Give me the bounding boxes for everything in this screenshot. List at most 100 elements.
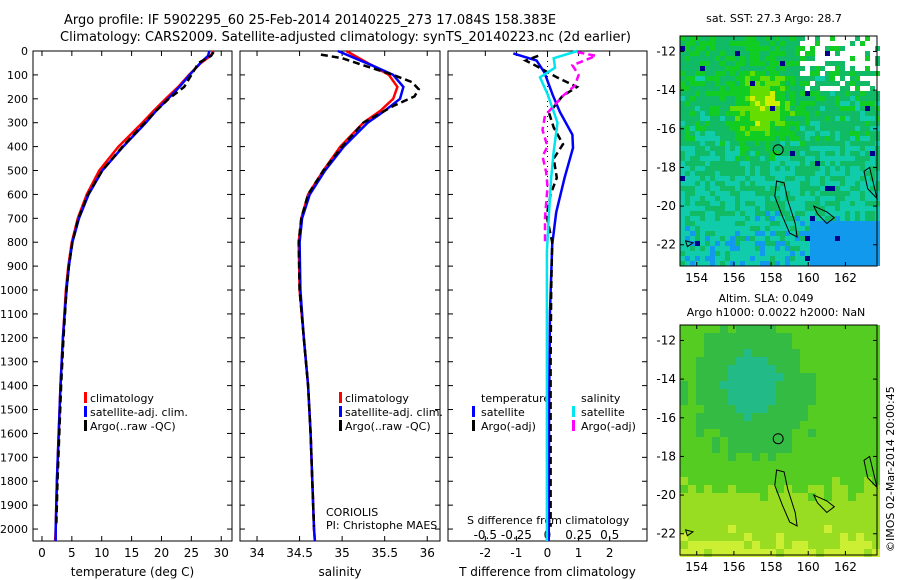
map-cell — [695, 141, 700, 146]
map-cell — [805, 251, 810, 256]
map-cell — [760, 111, 765, 116]
y-tick-label: 800 — [7, 236, 28, 249]
map-cell — [824, 381, 832, 389]
map-cell — [855, 216, 860, 221]
map-cell — [770, 86, 775, 91]
map-cell — [815, 36, 820, 41]
map-cell — [725, 161, 730, 166]
map-cell — [832, 397, 840, 405]
map-cell — [695, 161, 700, 166]
map-cell — [845, 91, 850, 96]
map-cell — [832, 493, 840, 501]
map-cell — [740, 181, 745, 186]
map-cell — [705, 61, 710, 66]
map-cell — [715, 36, 720, 41]
map-cell — [720, 121, 725, 126]
map-cell — [775, 131, 780, 136]
map-cell — [840, 261, 845, 266]
map-cell — [720, 131, 725, 136]
map-cell — [765, 56, 770, 61]
map-cell — [784, 477, 792, 485]
map-cell — [860, 156, 865, 161]
map-cell — [700, 121, 705, 126]
map-cell — [720, 76, 725, 81]
map-cell — [695, 181, 700, 186]
map-cell — [780, 151, 785, 156]
map-cell — [865, 236, 870, 241]
map-cell — [855, 36, 860, 41]
map-cell — [835, 221, 840, 226]
map-cell — [810, 86, 815, 91]
map-cell — [850, 106, 855, 111]
map-cell — [680, 549, 688, 557]
map-cell — [816, 357, 824, 365]
map-cell — [740, 106, 745, 111]
map-cell — [840, 437, 848, 445]
map-cell — [700, 161, 705, 166]
map-cell — [805, 151, 810, 156]
map-cell — [830, 41, 835, 46]
map-cell — [728, 477, 736, 485]
map-cell — [825, 161, 830, 166]
map-cell — [720, 256, 725, 261]
map-cell — [690, 76, 695, 81]
map-cell — [680, 256, 685, 261]
map-cell — [740, 121, 745, 126]
map-cell — [856, 365, 864, 373]
map-cell — [688, 493, 696, 501]
map-cell — [700, 61, 705, 66]
map-cell — [860, 106, 865, 111]
map-cell — [740, 241, 745, 246]
map-cell — [835, 236, 840, 241]
map-cell — [760, 186, 765, 191]
map-cell — [705, 236, 710, 241]
map-cell — [850, 41, 855, 46]
map-cell — [695, 66, 700, 71]
map-cell — [680, 61, 685, 66]
map-cell — [720, 373, 728, 381]
map-cell — [760, 461, 768, 469]
map-cell — [745, 241, 750, 246]
map-cell — [790, 171, 795, 176]
map-1: 154 156 158 160 162-12-14-16-18-20-22 — [656, 35, 880, 285]
map-cell — [745, 101, 750, 106]
legend-swatch-t-argo — [472, 420, 475, 431]
map-cell — [735, 111, 740, 116]
map-cell — [696, 389, 704, 397]
y-tick-label: 900 — [7, 260, 28, 273]
map-cell — [856, 469, 864, 477]
map-cell — [765, 121, 770, 126]
map-cell — [744, 517, 752, 525]
map-cell — [840, 121, 845, 126]
map-cell — [735, 226, 740, 231]
map-cell — [765, 216, 770, 221]
x-tick-label: -1 — [510, 546, 522, 560]
map-cell — [728, 429, 736, 437]
map-cell — [820, 76, 825, 81]
map-cell — [688, 389, 696, 397]
map-cell — [860, 81, 865, 86]
map-cell — [770, 101, 775, 106]
map-cell — [784, 509, 792, 517]
map-cell — [860, 241, 865, 246]
map-cell — [856, 341, 864, 349]
map-cell — [745, 46, 750, 51]
map-cell — [808, 517, 816, 525]
map-cell — [850, 81, 855, 86]
map-cell — [720, 405, 728, 413]
x-tick-label: 10 — [94, 546, 109, 560]
map-cell — [872, 349, 880, 357]
map-cell — [755, 101, 760, 106]
map-cell — [820, 106, 825, 111]
map-cell — [765, 196, 770, 201]
map-cell — [745, 251, 750, 256]
map-cell — [872, 477, 880, 485]
map-cell — [800, 509, 808, 517]
map-cell — [765, 206, 770, 211]
map-cell — [695, 51, 700, 56]
map-cell — [810, 216, 815, 221]
map-cell — [805, 171, 810, 176]
map-cell — [765, 106, 770, 111]
map-cell — [808, 341, 816, 349]
map-cell — [740, 236, 745, 241]
